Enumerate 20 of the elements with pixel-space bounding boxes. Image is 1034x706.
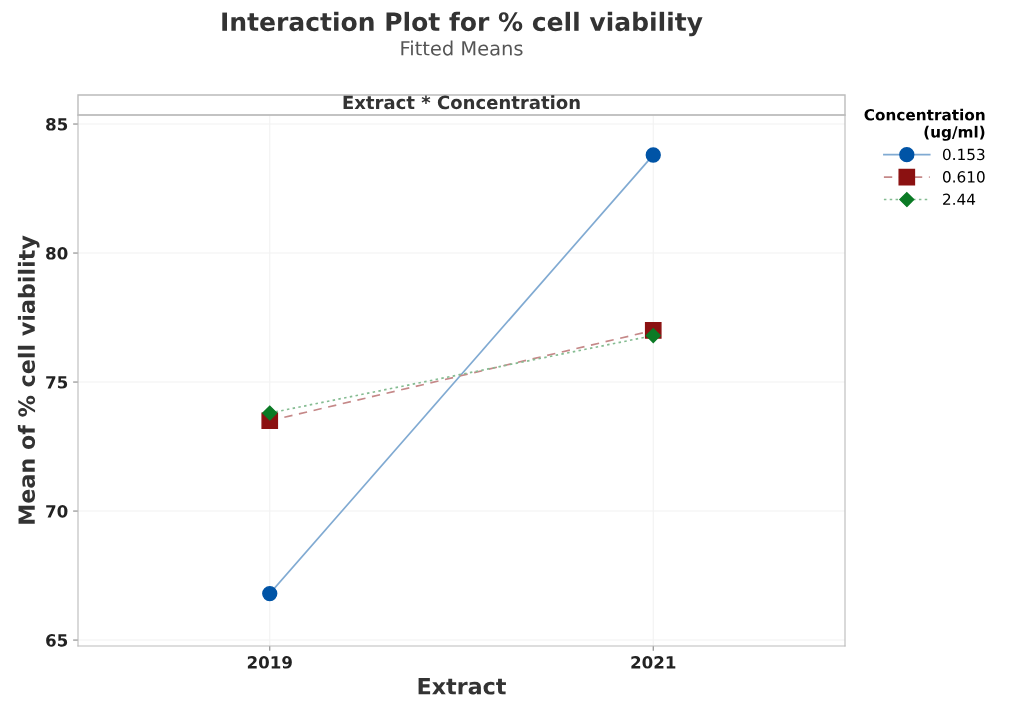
point bbox=[645, 147, 661, 163]
chart-title: Interaction Plot for % cell viability bbox=[222, 11, 703, 37]
point bbox=[262, 405, 278, 421]
x-tick-label: 2019 bbox=[247, 656, 292, 669]
legend-label: 0.610 bbox=[942, 171, 985, 183]
y-tick-label: 65 bbox=[46, 634, 68, 647]
y-axis-title: Mean of % cell viability bbox=[17, 235, 40, 524]
point bbox=[262, 585, 278, 602]
x-axis-title: Extract bbox=[418, 678, 506, 695]
y-tick-label: 70 bbox=[46, 505, 68, 518]
y-tick-label: 75 bbox=[46, 376, 68, 389]
text: Extract * Concentration bbox=[343, 95, 580, 110]
chart-subtitle: Fitted Means bbox=[401, 40, 523, 56]
legend-label: 0.153 bbox=[942, 148, 985, 161]
x-tick-label: 2021 bbox=[631, 656, 676, 669]
point bbox=[645, 328, 661, 344]
legend-label: 2.44 bbox=[943, 193, 976, 205]
legend-title: Concentration (ug/ml) bbox=[864, 108, 985, 141]
y-tick-label: 85 bbox=[46, 117, 68, 131]
y-tick-label: 80 bbox=[46, 247, 68, 260]
